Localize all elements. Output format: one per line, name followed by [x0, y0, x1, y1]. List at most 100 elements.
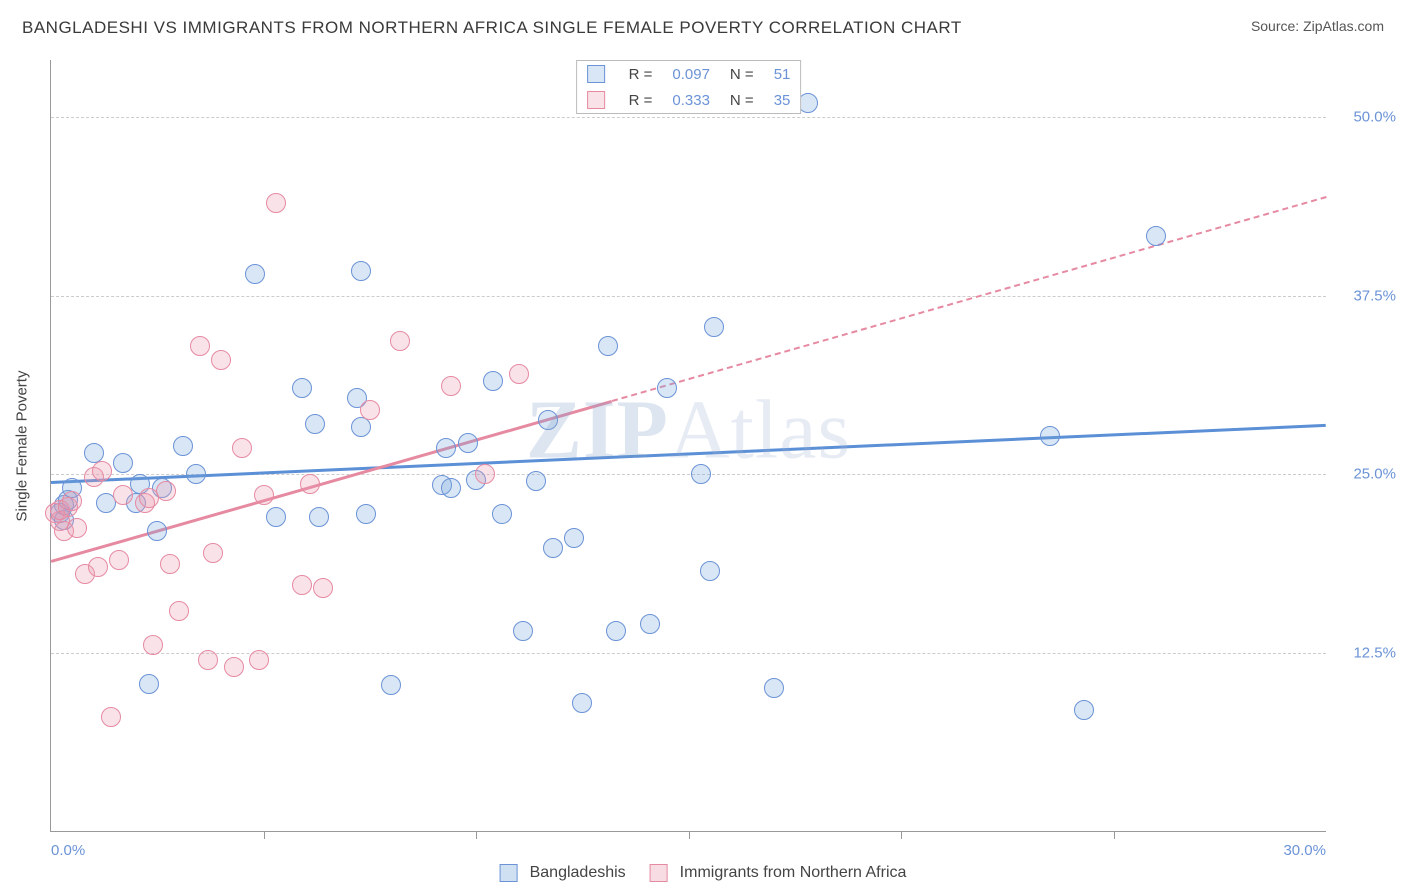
gridline: [51, 296, 1326, 297]
y-tick-label: 25.0%: [1353, 466, 1396, 483]
legend-correlation: R =0.097 N =51 R =0.333 N =35: [576, 60, 802, 114]
data-point: [360, 400, 380, 420]
data-point: [492, 504, 512, 524]
data-point: [292, 378, 312, 398]
y-tick-label: 37.5%: [1353, 287, 1396, 304]
data-point: [266, 193, 286, 213]
data-point: [211, 350, 231, 370]
r-value-1: 0.097: [662, 61, 720, 87]
n-value-2: 35: [764, 87, 801, 113]
data-point: [700, 561, 720, 581]
data-point: [113, 453, 133, 473]
trend-line-dashed: [612, 196, 1327, 402]
data-point: [101, 707, 121, 727]
legend-label-1: Bangladeshis: [530, 864, 626, 882]
y-tick-label: 50.0%: [1353, 109, 1396, 126]
gridline: [51, 117, 1326, 118]
data-point: [147, 521, 167, 541]
data-point: [1040, 426, 1060, 446]
legend-label-2: Immigrants from Northern Africa: [680, 864, 907, 882]
data-point: [305, 414, 325, 434]
data-point: [441, 478, 461, 498]
data-point: [598, 336, 618, 356]
legend-row-series-2: R =0.333 N =35: [577, 87, 801, 113]
source-attribution: Source: ZipAtlas.com: [1251, 18, 1384, 34]
source-link[interactable]: ZipAtlas.com: [1303, 18, 1384, 34]
legend-bottom: Bangladeshis Immigrants from Northern Af…: [500, 864, 907, 882]
data-point: [606, 621, 626, 641]
data-point: [249, 650, 269, 670]
data-point: [564, 528, 584, 548]
data-point: [390, 331, 410, 351]
data-point: [309, 507, 329, 527]
data-point: [143, 635, 163, 655]
scatter-chart: ZIPAtlas R =0.097 N =51 R =0.333 N =35 1…: [50, 60, 1326, 832]
data-point: [538, 410, 558, 430]
data-point: [113, 485, 133, 505]
x-tick: [689, 831, 690, 839]
y-axis-label: Single Female Poverty: [14, 371, 31, 522]
data-point: [543, 538, 563, 558]
x-tick: [1114, 831, 1115, 839]
gridline: [51, 653, 1326, 654]
data-point: [245, 264, 265, 284]
y-tick-label: 12.5%: [1353, 644, 1396, 661]
data-point: [156, 481, 176, 501]
data-point: [84, 443, 104, 463]
data-point: [572, 693, 592, 713]
data-point: [232, 438, 252, 458]
data-point: [475, 464, 495, 484]
data-point: [198, 650, 218, 670]
data-point: [691, 464, 711, 484]
data-point: [458, 433, 478, 453]
data-point: [109, 550, 129, 570]
data-point: [483, 371, 503, 391]
swatch-series-1-icon: [500, 864, 518, 882]
data-point: [139, 674, 159, 694]
data-point: [704, 317, 724, 337]
x-tick: [901, 831, 902, 839]
legend-row-series-1: R =0.097 N =51: [577, 61, 801, 87]
data-point: [224, 657, 244, 677]
data-point: [657, 378, 677, 398]
data-point: [292, 575, 312, 595]
data-point: [640, 614, 660, 634]
data-point: [169, 601, 189, 621]
swatch-series-2-icon: [650, 864, 668, 882]
data-point: [1074, 700, 1094, 720]
swatch-series-1: [587, 65, 605, 83]
data-point: [160, 554, 180, 574]
data-point: [356, 504, 376, 524]
data-point: [436, 438, 456, 458]
data-point: [509, 364, 529, 384]
data-point: [1146, 226, 1166, 246]
chart-title: BANGLADESHI VS IMMIGRANTS FROM NORTHERN …: [22, 18, 962, 38]
legend-item-2: Immigrants from Northern Africa: [650, 864, 907, 882]
n-value-1: 51: [764, 61, 801, 87]
source-label: Source:: [1251, 18, 1299, 34]
data-point: [266, 507, 286, 527]
data-point: [92, 461, 112, 481]
x-tick: [264, 831, 265, 839]
data-point: [203, 543, 223, 563]
data-point: [190, 336, 210, 356]
data-point: [62, 491, 82, 511]
swatch-series-2: [587, 91, 605, 109]
data-point: [254, 485, 274, 505]
data-point: [513, 621, 533, 641]
data-point: [381, 675, 401, 695]
data-point: [300, 474, 320, 494]
r-value-2: 0.333: [662, 87, 720, 113]
data-point: [186, 464, 206, 484]
data-point: [441, 376, 461, 396]
data-point: [526, 471, 546, 491]
data-point: [173, 436, 193, 456]
x-tick: [476, 831, 477, 839]
data-point: [351, 417, 371, 437]
data-point: [764, 678, 784, 698]
data-point: [313, 578, 333, 598]
x-tick-label: 30.0%: [1283, 842, 1326, 859]
watermark: ZIPAtlas: [526, 382, 851, 479]
data-point: [351, 261, 371, 281]
x-tick-label: 0.0%: [51, 842, 85, 859]
